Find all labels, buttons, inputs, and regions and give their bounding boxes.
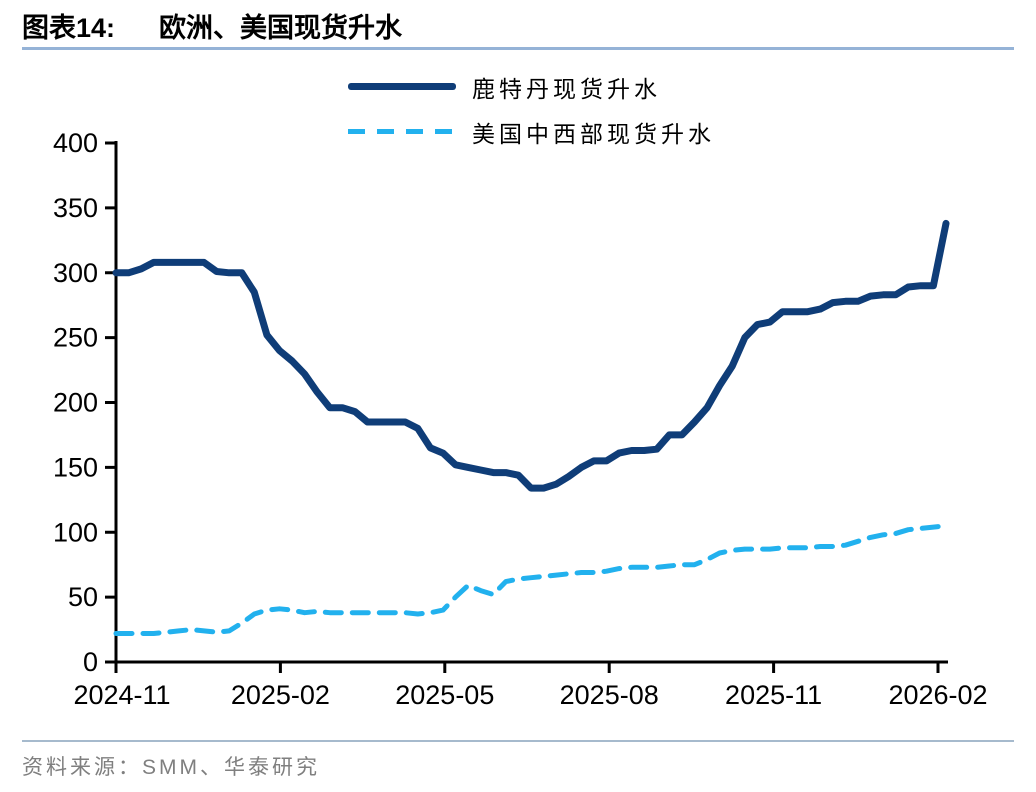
footer-rule: [22, 740, 1014, 742]
legend-item-us-midwest: 美国中西部现货升水: [348, 111, 715, 152]
source-note: 资料来源：SMM、华泰研究: [22, 756, 320, 779]
x-tick-label: 2025-11: [725, 680, 822, 710]
chart-legend: 鹿特丹现货升水 美国中西部现货升水: [348, 66, 715, 152]
solid-line-swatch: [348, 83, 456, 90]
y-tick-label: 300: [53, 258, 98, 288]
y-tick-label: 400: [53, 128, 98, 158]
y-tick-label: 100: [53, 517, 98, 547]
series-us-midwest: [113, 523, 949, 636]
y-tick-label: 250: [53, 323, 98, 353]
figure-title: 欧洲、美国现货升水: [159, 13, 403, 43]
page-title: 图表14: 欧洲、美国现货升水: [22, 6, 402, 45]
y-tick-label: 150: [53, 452, 98, 482]
x-tick-label: 2025-08: [560, 680, 659, 710]
x-tick-label: 2024-11: [73, 680, 170, 710]
legend-label-rotterdam: 鹿特丹现货升水: [472, 75, 661, 102]
x-tick-label: 2025-02: [231, 680, 330, 710]
legend-item-rotterdam: 鹿特丹现货升水: [348, 66, 715, 107]
x-tick-label: 2025-05: [395, 680, 494, 710]
title-underline: [22, 47, 1014, 50]
y-tick-label: 50: [68, 582, 98, 612]
y-tick-label: 200: [53, 388, 98, 418]
legend-label-us-midwest: 美国中西部现货升水: [472, 120, 715, 147]
dashed-line-swatch: [348, 129, 456, 134]
y-tick-label: 0: [83, 647, 98, 677]
series-rotterdam: [112, 219, 950, 492]
x-tick-label: 2026-02: [888, 680, 987, 710]
figure-number: 图表14:: [22, 13, 116, 43]
y-tick-label: 350: [53, 193, 98, 223]
